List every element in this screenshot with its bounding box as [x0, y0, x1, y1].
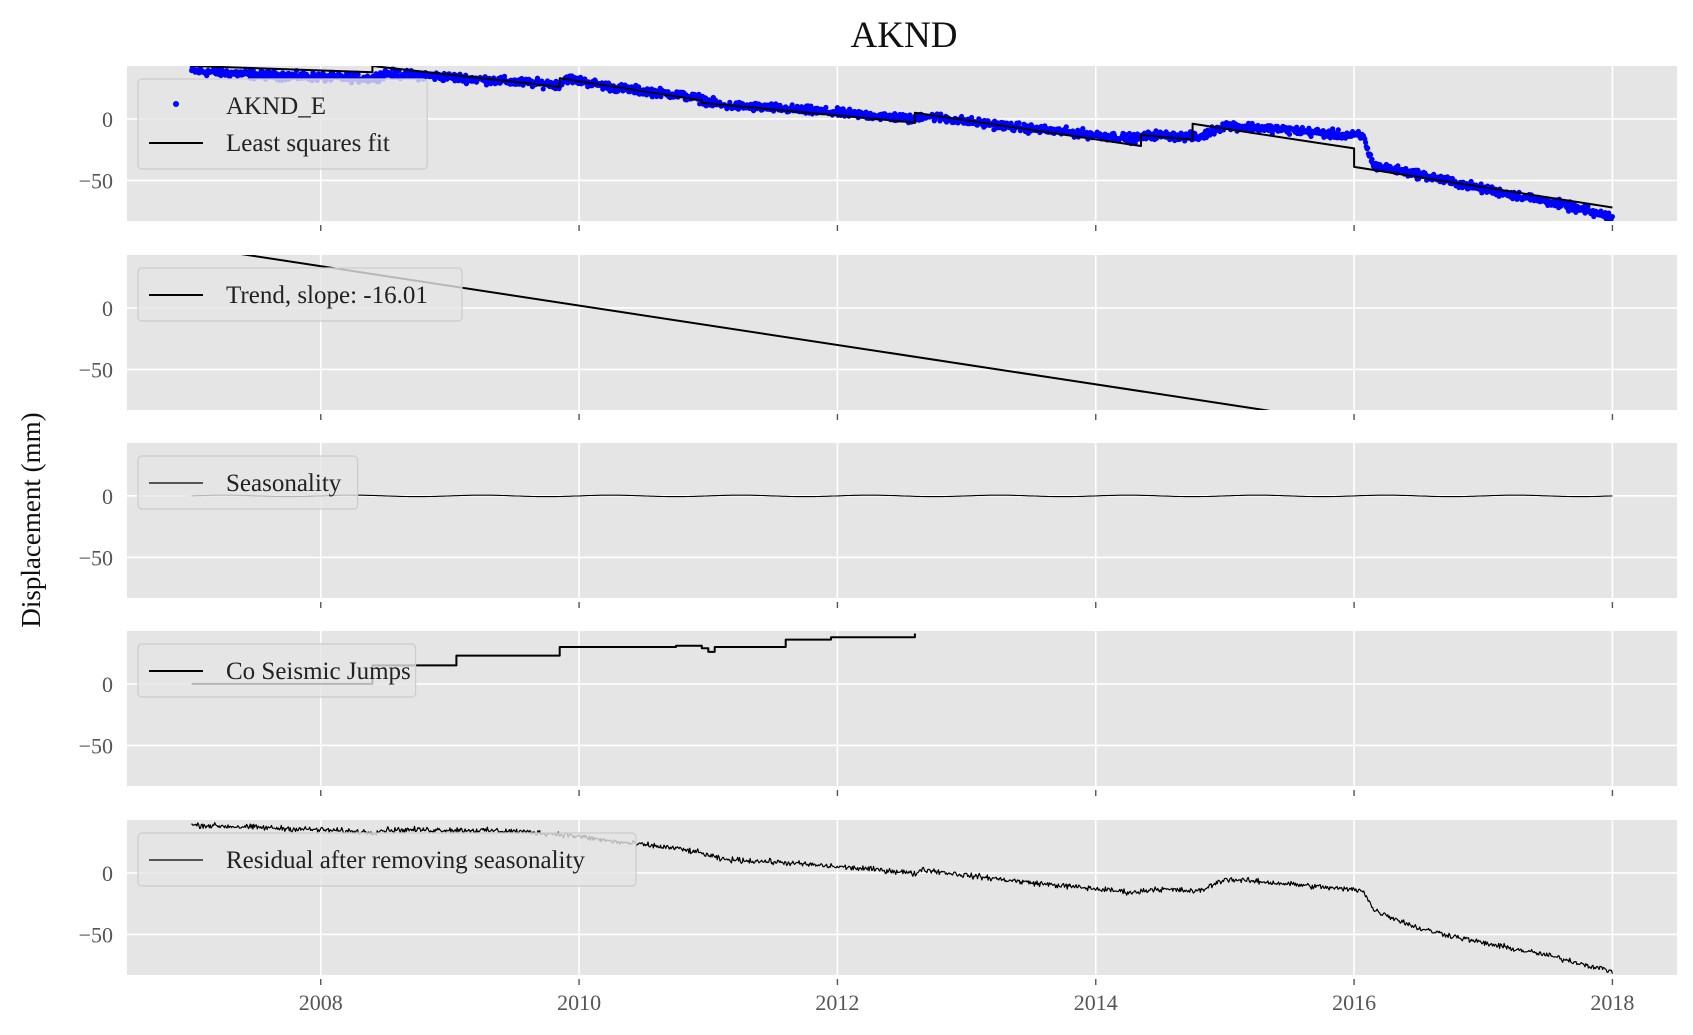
data-point [1286, 131, 1293, 137]
data-point [1365, 145, 1371, 151]
data-point [280, 70, 286, 76]
legend: AKND_E Least squares fit [137, 78, 428, 170]
legend-box [137, 643, 417, 698]
panel-5: 0 −50 Residual after removing seasonality [79, 820, 1677, 985]
panel-4: 0 −50 Co Seismic Jumps [79, 631, 1677, 796]
data-point [1363, 139, 1369, 146]
x-tick-label: 2008 [299, 990, 343, 1015]
panel-3: 0 −50 Seasonality [79, 443, 1677, 608]
data-point [658, 94, 664, 100]
data-point [1080, 126, 1086, 132]
y-tick-label: 0 [102, 672, 113, 697]
legend-box [137, 455, 359, 510]
y-tick-label: −50 [79, 168, 113, 193]
data-point [808, 103, 814, 109]
legend: Seasonality [137, 455, 359, 510]
legend-label: Residual after removing seasonality [226, 847, 585, 874]
data-point [823, 104, 829, 111]
y-tick-label: 0 [102, 861, 113, 886]
plot-area [191, 494, 1613, 498]
data-point [355, 71, 361, 78]
series-line [191, 633, 916, 685]
x-tick-label: 2010 [557, 990, 601, 1015]
legend: Co Seismic Jumps [137, 643, 417, 698]
data-point [789, 102, 795, 108]
data-point [1395, 163, 1401, 169]
legend-label: AKND_E [226, 93, 326, 120]
panel-background [127, 443, 1677, 598]
panel-2: 0 −50 Trend, slope: -16.01 [79, 255, 1677, 420]
legend: Residual after removing seasonality [137, 832, 637, 887]
y-axis-label: Displacement (mm) [16, 412, 46, 627]
panels-group: 0 −50 AKND_E Least squares fit 0 −50 Trend, sl… [79, 66, 1677, 1015]
data-point [540, 86, 546, 92]
data-point [969, 114, 975, 121]
y-tick-label: 0 [102, 107, 113, 132]
panel-1: 0 −50 AKND_E Least squares fit [79, 66, 1677, 231]
legend-marker [173, 101, 179, 107]
series-line [191, 821, 1613, 974]
y-tick-label: 0 [102, 484, 113, 509]
data-point [1335, 127, 1341, 133]
plot-area [191, 633, 916, 685]
data-point [577, 74, 584, 80]
data-point [1063, 124, 1069, 130]
legend-box [137, 267, 463, 322]
y-tick-label: 0 [102, 296, 113, 321]
legend-label: Seasonality [226, 470, 342, 497]
legend-box [137, 832, 637, 887]
series-line [191, 66, 1613, 209]
series-line [191, 494, 1613, 498]
x-tick-label: 2012 [815, 990, 859, 1015]
x-tick-label: 2016 [1332, 990, 1376, 1015]
legend: Trend, slope: -16.01 [137, 267, 463, 322]
y-tick-label: −50 [79, 733, 113, 758]
y-tick-label: −50 [79, 357, 113, 382]
data-point [712, 97, 719, 103]
chart-title: AKND [851, 15, 958, 56]
y-tick-label: −50 [79, 922, 113, 947]
data-point [1369, 156, 1375, 162]
x-tick-label: 2014 [1074, 990, 1118, 1015]
legend-label: Trend, slope: -16.01 [226, 282, 428, 309]
legend-box [137, 78, 428, 170]
legend-label: Co Seismic Jumps [226, 658, 411, 685]
data-point [1308, 133, 1314, 139]
plot-area [191, 821, 1613, 974]
y-tick-label: −50 [79, 545, 113, 570]
data-point [1478, 181, 1484, 187]
data-point [1016, 120, 1022, 126]
legend-label: Least squares fit [226, 130, 390, 157]
data-point [1585, 203, 1591, 209]
x-tick-label: 2018 [1590, 990, 1634, 1015]
data-point [1368, 152, 1374, 158]
data-point [1609, 214, 1615, 220]
